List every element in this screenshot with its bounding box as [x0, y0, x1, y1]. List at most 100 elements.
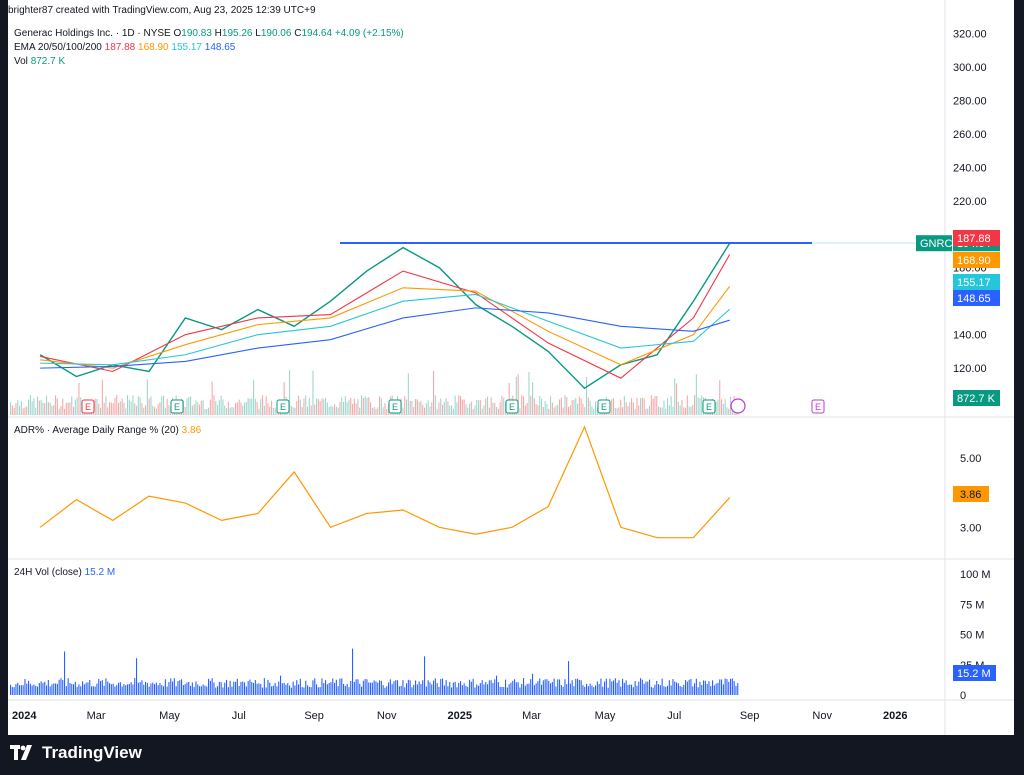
- vol24-bar: [82, 681, 84, 695]
- vol24-bar: [730, 678, 732, 695]
- vol24-bar: [256, 683, 258, 695]
- vol24-bar: [202, 684, 204, 695]
- volume-bar: [501, 395, 503, 415]
- vol24-bar: [13, 687, 15, 695]
- volume-bar: [74, 399, 76, 415]
- vol24-bar: [544, 679, 546, 695]
- volume-bar: [272, 407, 274, 415]
- volume-bar: [577, 403, 579, 415]
- volume-bar: [571, 400, 573, 415]
- vol24-bar: [361, 686, 363, 695]
- volume-bar: [481, 408, 483, 415]
- vol24-bar: [136, 658, 138, 695]
- volume-bar: [647, 408, 649, 415]
- vol24-bar: [712, 680, 714, 695]
- vol24-bar: [733, 680, 735, 695]
- volume-bar: [308, 397, 310, 415]
- vol24-bar: [506, 687, 508, 695]
- vol24-bar: [69, 682, 71, 695]
- vol-legend: Vol 872.7 K: [14, 56, 65, 67]
- vol24-bar: [128, 683, 130, 695]
- adr-label: ADR% · Average Daily Range % (20): [14, 425, 179, 436]
- vol24-bar: [578, 679, 580, 695]
- volume-bar: [240, 402, 242, 415]
- vol24-bar: [323, 683, 325, 695]
- tradingview-logo[interactable]: TradingView: [10, 743, 142, 763]
- volume-bar: [699, 398, 701, 415]
- earnings-marker-label: E: [706, 402, 712, 412]
- vol24-value-tag: [953, 665, 996, 681]
- ema-legend: EMA 20/50/100/200 187.88 168.90 155.17 1…: [14, 42, 235, 53]
- volume-bar: [346, 402, 348, 415]
- volume-bar: [224, 405, 226, 415]
- volume-bar: [247, 398, 249, 415]
- price-axis-tag: [953, 290, 1000, 306]
- vol24-bar: [665, 686, 667, 695]
- vol24-bar: [640, 678, 642, 695]
- vol24-bar: [85, 682, 87, 695]
- volume-bar: [627, 406, 629, 415]
- volume-bar: [467, 407, 469, 415]
- chart-canvas[interactable]: 320.00300.00280.00260.00240.00220.00200.…: [8, 0, 1014, 735]
- vol24-bar: [683, 684, 685, 695]
- volume-bar: [44, 403, 46, 415]
- volume-bar: [614, 407, 616, 415]
- vol24-bar: [83, 684, 85, 695]
- vol24-bar: [370, 682, 372, 695]
- vol24-bar: [213, 682, 215, 695]
- vol24-bar: [359, 683, 361, 695]
- vol24-bar: [442, 678, 444, 695]
- ema50-value: 168.90: [138, 42, 169, 53]
- vol24-bar: [456, 687, 458, 695]
- volume-bar: [379, 396, 381, 415]
- volume-bar: [154, 407, 156, 415]
- vol24-bar: [276, 686, 278, 695]
- volume-bar: [578, 396, 580, 415]
- vol24-bar: [245, 686, 247, 695]
- volume-bar: [452, 408, 454, 415]
- adr-value: 3.86: [181, 425, 202, 436]
- volume-bar: [625, 402, 627, 415]
- volume-bar: [235, 403, 237, 415]
- volume-bar: [728, 408, 730, 415]
- volume-bar: [386, 408, 388, 415]
- volume-bar: [663, 400, 665, 415]
- volume-bar: [145, 405, 147, 415]
- volume-bar: [103, 402, 105, 415]
- volume-bar: [560, 397, 562, 415]
- volume-bar: [314, 404, 316, 415]
- vol24-bar: [296, 680, 298, 695]
- vol24-bar: [332, 678, 334, 695]
- volume-bar: [573, 399, 575, 415]
- vol24-bar: [150, 683, 152, 695]
- volume-bar: [71, 396, 73, 415]
- volume-bar: [686, 395, 688, 415]
- volume-bar: [589, 400, 591, 415]
- vol24-bar: [474, 687, 476, 695]
- vol24-bar: [294, 685, 296, 695]
- vol24-bar: [58, 679, 60, 695]
- volume-bar: [420, 401, 422, 415]
- volume-bar: [348, 400, 350, 415]
- volume-bar: [163, 395, 165, 415]
- vol24-bar: [649, 679, 651, 695]
- earnings-marker-label: E: [174, 402, 180, 412]
- vol24-bar: [262, 687, 264, 695]
- volume-bar: [479, 400, 481, 415]
- vol24-bar: [510, 682, 512, 695]
- volume-bar: [53, 405, 55, 415]
- volume-bar: [384, 403, 386, 415]
- volume-bar: [674, 378, 676, 415]
- vol24-bar: [674, 681, 676, 695]
- volume-bar: [118, 402, 120, 415]
- earnings-marker-label: E: [392, 402, 398, 412]
- volume-bar: [640, 398, 642, 415]
- vol24-bar: [404, 687, 406, 695]
- vol24-bar: [229, 680, 231, 695]
- vol24-bar: [33, 684, 35, 695]
- volume-bar: [528, 372, 530, 415]
- volume-bar: [260, 399, 262, 415]
- vol24-bar: [524, 685, 526, 695]
- vol24-bar: [67, 678, 69, 695]
- vol24-bar: [436, 683, 438, 695]
